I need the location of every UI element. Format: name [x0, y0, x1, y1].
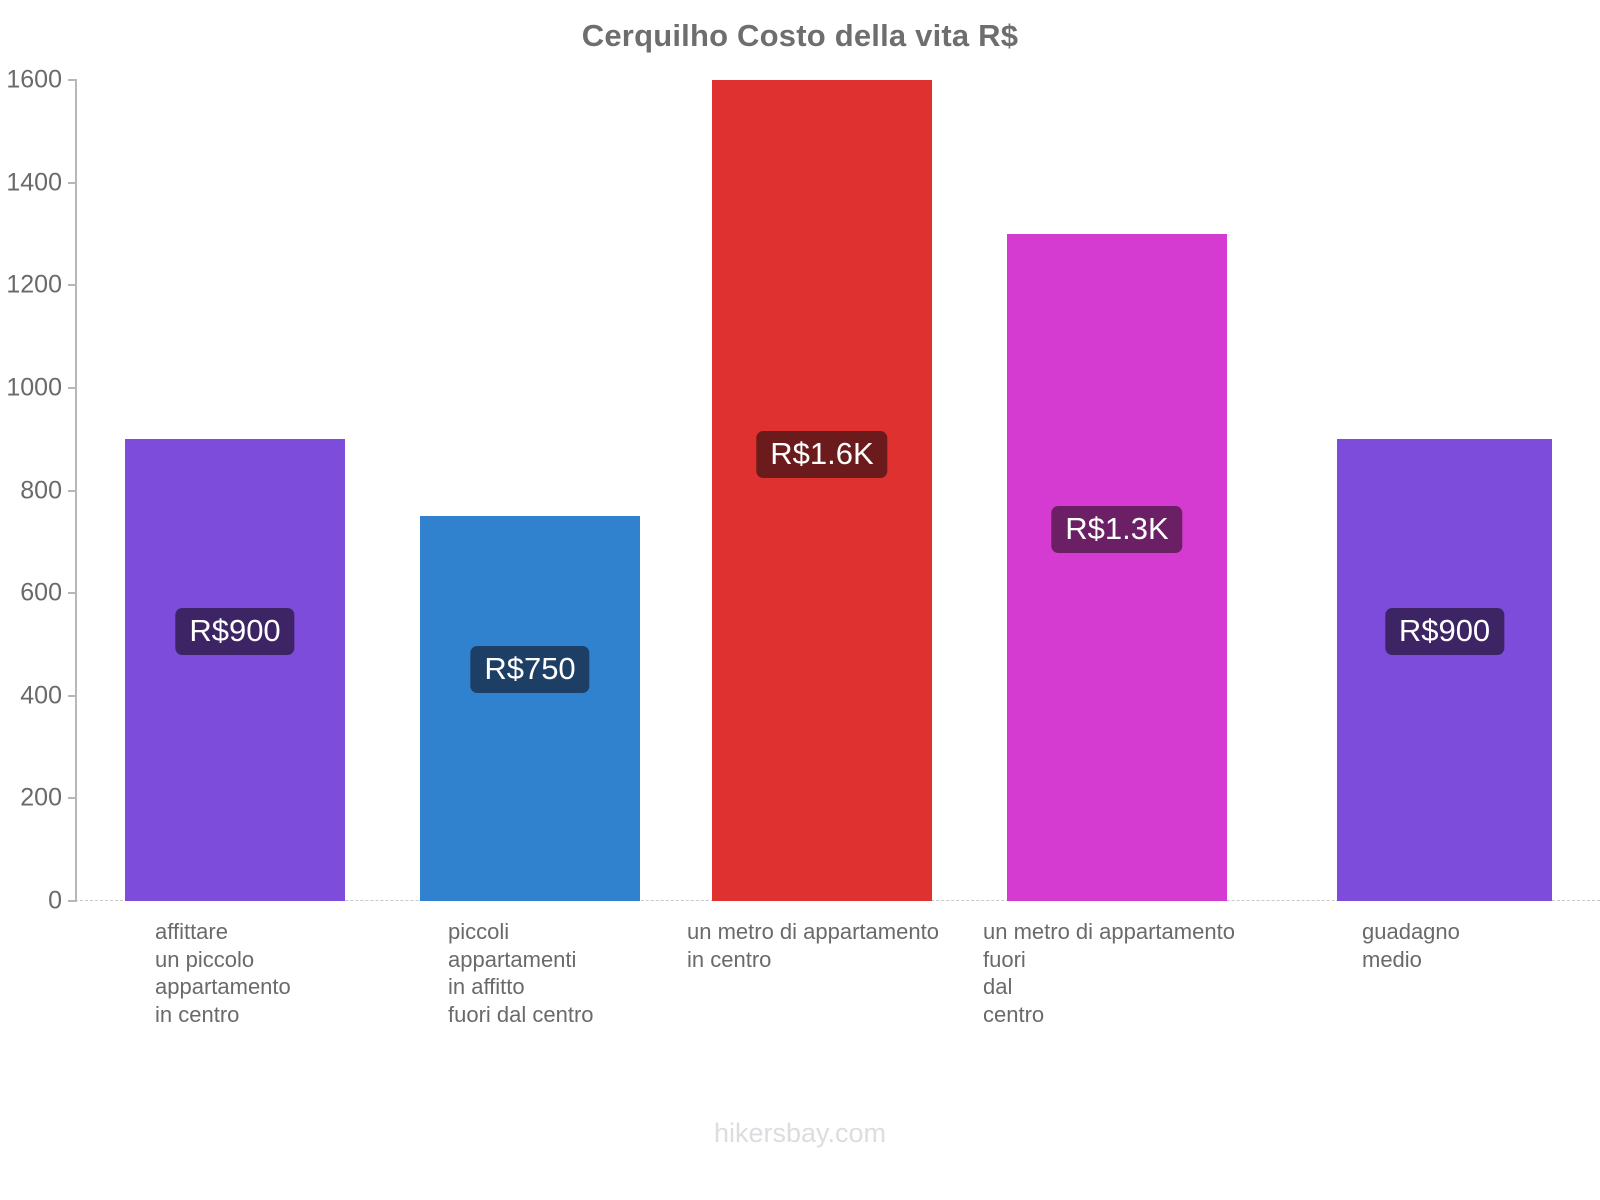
- bar[interactable]: R$1.3K: [1007, 233, 1227, 901]
- bar-value-label: R$1.6K: [756, 431, 888, 478]
- y-axis-tick-mark: [68, 592, 77, 595]
- chart-title: Cerquilho Costo della vita R$: [581, 18, 1019, 53]
- y-axis-tick-label: 0: [48, 886, 62, 915]
- y-axis-tick-mark: [68, 284, 77, 287]
- y-axis-tick-label: 200: [20, 783, 62, 812]
- x-axis-category-label: guadagno medio: [1362, 919, 1460, 972]
- y-axis-tick-mark: [68, 386, 77, 389]
- bar[interactable]: R$750: [420, 516, 640, 901]
- bar-value-label: R$750: [470, 646, 590, 693]
- y-axis-tick-label: 1000: [6, 373, 62, 402]
- bar-value-label: R$1.3K: [1051, 506, 1183, 553]
- y-axis-tick-label: 1400: [6, 168, 62, 197]
- y-axis-tick-mark: [68, 79, 77, 81]
- x-axis-category-label: piccoli appartamenti in affitto fuori da…: [448, 919, 594, 1027]
- y-axis-tick-label: 800: [20, 476, 62, 504]
- y-axis-tick-label: 1600: [6, 65, 62, 94]
- y-axis-tick-label: 1200: [6, 270, 62, 299]
- y-axis-tick-mark: [68, 489, 77, 492]
- y-axis-tick-mark: [68, 900, 77, 902]
- bar[interactable]: R$900: [125, 439, 345, 901]
- footer-watermark: hikersbay.com: [713, 1118, 887, 1148]
- x-axis-category-label: un metro di appartamento in centro: [687, 919, 939, 972]
- y-axis-tick-mark: [68, 181, 77, 184]
- bar-value-label: R$900: [1384, 608, 1505, 655]
- x-axis-category-label: affittare un piccolo appartamento in cen…: [155, 919, 291, 1027]
- bar[interactable]: R$900: [1337, 439, 1552, 901]
- y-axis-tick-mark: [68, 694, 77, 697]
- x-axis-category-label: un metro di appartamento fuori dal centr…: [983, 919, 1235, 1027]
- y-axis-tick-label: 400: [20, 681, 62, 710]
- y-axis-tick-mark: [68, 797, 77, 800]
- y-axis-tick-label: 600: [20, 578, 62, 607]
- bar-value-label: R$900: [175, 608, 295, 655]
- bar[interactable]: R$1.6K: [712, 80, 932, 901]
